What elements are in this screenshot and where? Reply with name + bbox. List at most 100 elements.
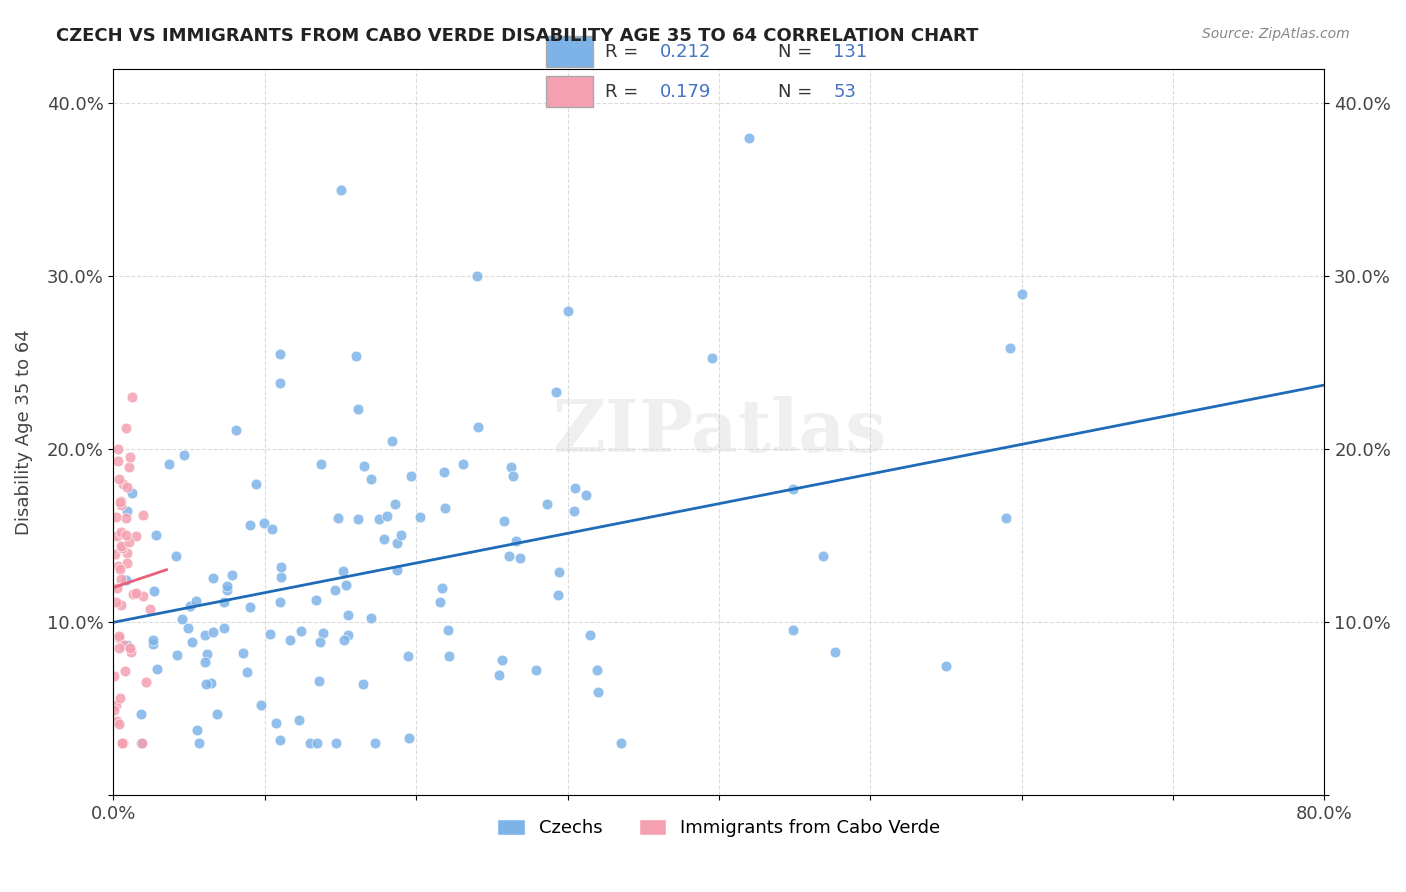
Immigrants from Cabo Verde bbox=[108, 691, 131, 706]
Immigrants from Cabo Verde bbox=[117, 459, 139, 474]
Czechs bbox=[451, 457, 474, 471]
Czechs bbox=[239, 599, 262, 614]
Immigrants from Cabo Verde bbox=[112, 638, 135, 652]
Czechs bbox=[700, 351, 723, 365]
Czechs bbox=[782, 482, 804, 496]
Czechs bbox=[215, 582, 238, 597]
Immigrants from Cabo Verde bbox=[139, 601, 162, 615]
Czechs bbox=[236, 665, 259, 679]
Immigrants from Cabo Verde bbox=[115, 556, 138, 570]
Czechs bbox=[337, 628, 360, 642]
Czechs bbox=[264, 715, 287, 730]
Czechs bbox=[373, 533, 395, 547]
Immigrants from Cabo Verde bbox=[105, 529, 128, 543]
Immigrants from Cabo Verde bbox=[111, 736, 134, 750]
Immigrants from Cabo Verde bbox=[115, 421, 138, 435]
Czechs bbox=[307, 736, 329, 750]
Immigrants from Cabo Verde bbox=[118, 535, 141, 549]
Czechs bbox=[326, 510, 349, 524]
Czechs bbox=[586, 684, 609, 698]
Czechs bbox=[346, 512, 368, 526]
Czechs bbox=[409, 509, 432, 524]
Text: ZIPatlas: ZIPatlas bbox=[553, 396, 886, 467]
Czechs bbox=[129, 706, 152, 721]
Immigrants from Cabo Verde bbox=[120, 645, 142, 659]
Czechs bbox=[262, 522, 284, 536]
Czechs bbox=[547, 588, 569, 602]
Immigrants from Cabo Verde bbox=[104, 595, 127, 609]
Immigrants from Cabo Verde bbox=[104, 547, 127, 561]
FancyBboxPatch shape bbox=[546, 76, 593, 107]
Immigrants from Cabo Verde bbox=[114, 511, 136, 525]
Text: 131: 131 bbox=[834, 43, 868, 61]
Czechs bbox=[232, 647, 254, 661]
Czechs bbox=[205, 706, 228, 721]
Immigrants from Cabo Verde bbox=[110, 525, 132, 540]
Text: 0.212: 0.212 bbox=[661, 43, 711, 61]
Czechs bbox=[221, 567, 243, 582]
Czechs bbox=[488, 667, 510, 681]
Czechs bbox=[288, 713, 311, 727]
Immigrants from Cabo Verde bbox=[131, 589, 153, 603]
Immigrants from Cabo Verde bbox=[120, 450, 142, 464]
Czechs bbox=[115, 504, 138, 518]
Czechs bbox=[352, 676, 374, 690]
Czechs bbox=[360, 611, 382, 625]
Immigrants from Cabo Verde bbox=[110, 539, 132, 553]
Czechs bbox=[309, 635, 332, 649]
Czechs bbox=[505, 534, 527, 549]
Text: CZECH VS IMMIGRANTS FROM CABO VERDE DISABILITY AGE 35 TO 64 CORRELATION CHART: CZECH VS IMMIGRANTS FROM CABO VERDE DISA… bbox=[56, 27, 979, 45]
Czechs bbox=[501, 459, 523, 474]
Czechs bbox=[129, 736, 152, 750]
Czechs bbox=[117, 638, 139, 652]
Czechs bbox=[436, 623, 458, 637]
Czechs bbox=[467, 420, 489, 434]
Czechs bbox=[270, 560, 292, 574]
Immigrants from Cabo Verde bbox=[105, 510, 128, 524]
Czechs bbox=[305, 592, 328, 607]
Czechs bbox=[269, 733, 291, 747]
Czechs bbox=[398, 731, 420, 746]
Czechs bbox=[364, 736, 387, 750]
Czechs bbox=[562, 504, 585, 518]
Czechs bbox=[548, 566, 571, 580]
Immigrants from Cabo Verde bbox=[118, 640, 141, 655]
Czechs bbox=[385, 563, 408, 577]
Czechs bbox=[299, 736, 322, 750]
Immigrants from Cabo Verde bbox=[107, 558, 129, 573]
Czechs bbox=[172, 612, 194, 626]
Immigrants from Cabo Verde bbox=[108, 495, 131, 509]
Czechs bbox=[250, 698, 273, 712]
Czechs bbox=[186, 723, 208, 737]
Czechs bbox=[738, 130, 761, 145]
Czechs bbox=[344, 349, 367, 363]
Czechs bbox=[212, 595, 235, 609]
Text: R =: R = bbox=[605, 83, 644, 101]
Czechs bbox=[142, 637, 165, 651]
Immigrants from Cabo Verde bbox=[110, 598, 132, 612]
Czechs bbox=[536, 497, 558, 511]
Czechs bbox=[433, 500, 456, 515]
Czechs bbox=[384, 497, 406, 511]
Immigrants from Cabo Verde bbox=[105, 581, 128, 595]
Czechs bbox=[308, 674, 330, 689]
Czechs bbox=[1011, 286, 1033, 301]
Czechs bbox=[176, 621, 198, 635]
Immigrants from Cabo Verde bbox=[122, 587, 145, 601]
Immigrants from Cabo Verde bbox=[114, 528, 136, 542]
Czechs bbox=[195, 677, 218, 691]
Czechs bbox=[225, 423, 247, 437]
Czechs bbox=[399, 469, 422, 483]
Czechs bbox=[157, 457, 180, 471]
Czechs bbox=[433, 465, 456, 479]
Czechs bbox=[311, 458, 333, 472]
Czechs bbox=[202, 571, 225, 585]
Immigrants from Cabo Verde bbox=[103, 669, 125, 683]
Czechs bbox=[329, 183, 352, 197]
Czechs bbox=[429, 594, 451, 608]
Czechs bbox=[188, 736, 211, 750]
Immigrants from Cabo Verde bbox=[110, 498, 132, 512]
Czechs bbox=[360, 472, 382, 486]
Immigrants from Cabo Verde bbox=[107, 640, 129, 655]
Immigrants from Cabo Verde bbox=[117, 480, 139, 494]
